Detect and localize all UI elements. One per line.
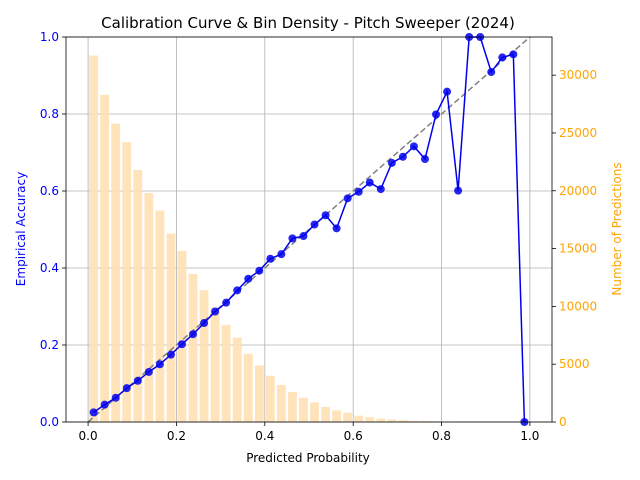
y-right-tick-label: 5000 [559,357,590,371]
y-right-tick-label: 30000 [559,68,597,82]
calibration-point [266,254,275,263]
y-right-tick-label: 15000 [559,242,597,256]
calibration-point [443,87,452,96]
density-bar [254,365,264,422]
y-right-axis-label: Number of Predictions [610,162,624,295]
calibration-point [409,142,418,151]
calibration-point [343,194,352,203]
y-right-tick-label: 0 [559,415,567,429]
density-bar [111,123,121,423]
calibration-point [100,400,109,409]
density-bar [100,94,110,423]
calibration-point [288,234,297,243]
density-bar [420,421,430,422]
calibration-point [277,250,286,259]
calibration-point [189,330,198,339]
density-bar [310,402,319,422]
density-bar [365,417,375,422]
density-bar [199,290,209,422]
density-bar [398,420,408,422]
plot-border [65,36,553,423]
y-left-tick-label: 0.8 [40,107,59,121]
y-left-tick-label: 0.4 [40,261,59,275]
density-bar [288,391,297,422]
density-bar [276,385,286,422]
calibration-point [398,152,407,161]
calibration-point [144,367,153,376]
density-bar [188,274,198,422]
calibration-point [222,298,231,307]
calibration-point [487,68,496,77]
density-bar [299,397,308,422]
calibration-point [200,319,209,328]
y-left-tick-label: 0.0 [40,415,59,429]
density-bar [232,337,242,422]
density-bar [166,233,176,422]
calibration-point [166,350,175,359]
calibration-point [354,187,363,196]
calibration-point [432,110,441,119]
density-bar [89,55,99,422]
x-axis-label: Predicted Probability [246,451,370,465]
density-bar [122,142,132,422]
calibration-point [89,408,98,417]
x-tick-label: 0.2 [167,429,186,443]
calibration-point [376,185,385,194]
calibration-point [111,393,120,402]
density-bar [177,250,187,422]
density-bar [144,193,154,422]
calibration-point [233,286,242,295]
density-bar [265,375,275,422]
calibration-point [155,360,164,369]
plot-frame [65,36,553,423]
calibration-point [177,340,186,349]
density-bar [387,419,397,422]
calibration-point [332,224,341,233]
x-tick-label: 0.4 [255,429,274,443]
density-bar [221,324,231,422]
calibration-point [454,186,463,195]
density-bar [133,169,143,422]
calibration-point [509,50,518,59]
density-bar [343,412,353,422]
calibration-line-group [89,33,529,426]
calibration-point [321,211,330,220]
y-right-tick-label: 10000 [559,299,597,313]
y-left-axis-label: Empirical Accuracy [14,172,28,286]
chart-title: Calibration Curve & Bin Density - Pitch … [101,14,515,32]
calibration-point [244,274,253,283]
density-bar [321,406,330,422]
density-bar [332,410,342,422]
x-tick-label: 0.8 [432,429,451,443]
calibration-point [498,53,507,62]
x-tick-label: 0.6 [344,429,363,443]
density-bar [210,307,220,422]
calibration-point [310,220,319,229]
density-bar [155,210,165,422]
x-tick-label: 0.0 [79,429,98,443]
density-bar [376,418,386,422]
calibration-point [299,232,308,241]
y-left-tick-label: 0.2 [40,338,59,352]
calibration-point [255,266,264,275]
calibration-point [122,384,131,393]
y-left-tick-label: 0.6 [40,184,59,198]
y-right-tick-label: 25000 [559,126,597,140]
calibration-point [420,155,429,164]
y-left-tick-label: 1.0 [40,30,59,44]
axis-ticks: 0.0 0.2 0.4 0.6 0.8 1.0 0.0 0.2 0.4 0.6 0.8 1.0 0 500… [40,30,597,443]
calibration-point [133,376,142,385]
calibration-point [387,158,396,167]
density-bar [409,420,419,422]
density-bar [354,415,364,422]
calibration-point [211,307,220,316]
calibration-point [365,178,374,187]
density-bar [243,353,253,422]
x-tick-label: 1.0 [520,429,539,443]
density-bars [89,55,529,423]
calibration-line [93,36,526,423]
y-right-tick-label: 20000 [559,184,597,198]
